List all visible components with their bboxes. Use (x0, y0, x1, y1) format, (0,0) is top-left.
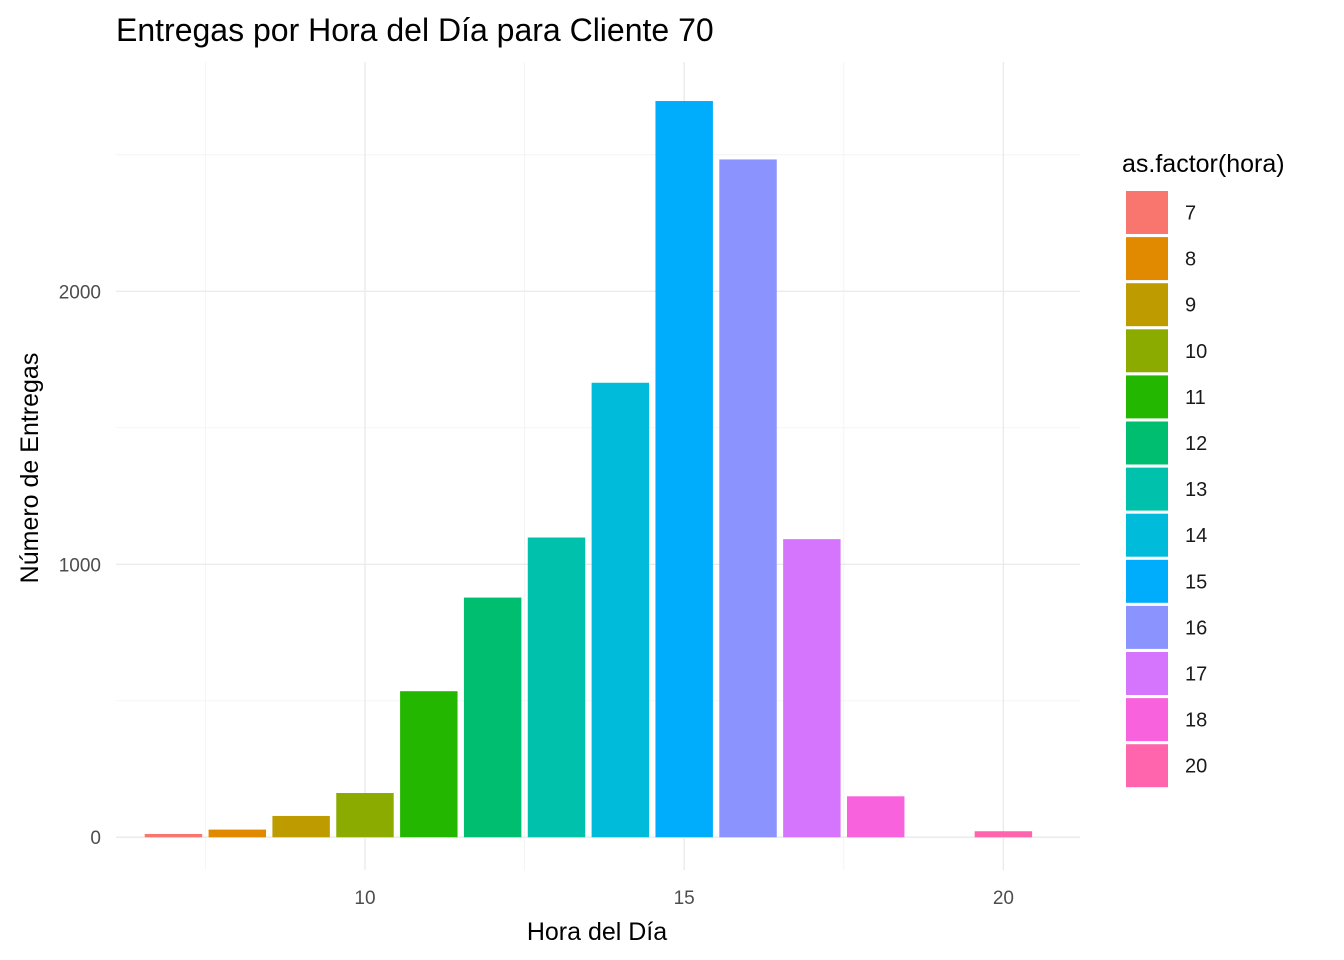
legend-key (1126, 375, 1168, 419)
y-tick-label: 1000 (59, 555, 101, 576)
legend-label: 16 (1185, 617, 1207, 639)
legend-title: as.factor(hora) (1122, 150, 1285, 178)
bar-hour-20 (974, 831, 1033, 838)
legend-key (1126, 191, 1168, 234)
legend-key (1126, 513, 1168, 557)
legend-key (1126, 467, 1168, 511)
bar-hour-14 (591, 382, 650, 838)
bar-hour-12 (463, 597, 522, 838)
legend-key (1126, 605, 1168, 649)
legend-key (1126, 237, 1168, 281)
x-tick-label: 10 (354, 888, 375, 909)
legend-key (1126, 421, 1168, 465)
legend-key (1126, 283, 1168, 327)
legend-key (1126, 698, 1168, 742)
bar-hour-15 (655, 101, 713, 838)
y-tick-label: 2000 (59, 282, 101, 303)
y-tick-label: 0 (90, 828, 101, 849)
legend-label: 15 (1185, 571, 1207, 593)
x-tick-label: 15 (674, 888, 695, 909)
y-axis-ticks: 0 1000 2000 (59, 282, 101, 849)
legend-label: 9 (1185, 295, 1196, 317)
legend-key (1126, 329, 1168, 373)
legend-label: 17 (1185, 664, 1207, 686)
bars (144, 101, 1033, 838)
legend-items: 7 8 9 10 11 12 13 14 15 16 17 18 20 (1126, 191, 1207, 788)
bar-hour-17 (783, 539, 841, 838)
bar-hour-10 (336, 793, 394, 838)
legend-key (1126, 744, 1168, 788)
bar-hour-16 (719, 159, 777, 838)
x-axis-title: Hora del Día (527, 918, 667, 946)
legend-label: 14 (1185, 525, 1207, 547)
bar-hour-8 (208, 829, 267, 838)
legend-label: 11 (1185, 387, 1206, 409)
legend-label: 18 (1185, 710, 1207, 732)
bar-hour-13 (527, 537, 586, 838)
legend-label: 20 (1185, 756, 1207, 778)
legend-label: 8 (1185, 249, 1196, 271)
chart-title: Entregas por Hora del Día para Cliente 7… (116, 12, 714, 48)
legend-key (1126, 652, 1168, 695)
legend-label: 10 (1185, 341, 1207, 363)
x-axis-ticks: 10 15 20 (354, 888, 1014, 909)
y-axis-title: Número de Entregas (16, 353, 44, 584)
bar-hour-7 (144, 833, 203, 838)
legend-label: 12 (1185, 433, 1207, 455)
bar-hour-9 (272, 815, 330, 838)
legend: as.factor(hora) 7 8 9 10 11 12 13 14 15 16 17 18 20 (1122, 150, 1285, 788)
bar-hour-11 (400, 691, 458, 838)
legend-label: 7 (1185, 203, 1196, 225)
legend-label: 13 (1185, 479, 1207, 501)
bar-hour-18 (846, 796, 905, 838)
legend-key (1126, 559, 1168, 603)
x-tick-label: 20 (993, 888, 1014, 909)
